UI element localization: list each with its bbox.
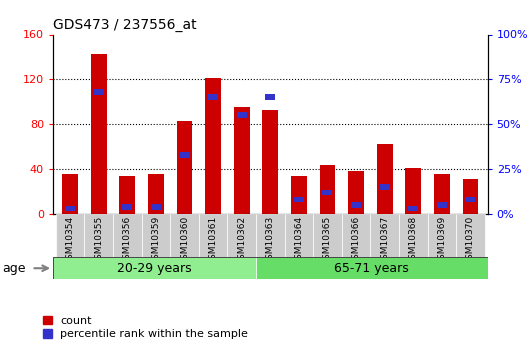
Text: GSM10368: GSM10368: [409, 216, 418, 265]
Bar: [313, 214, 342, 257]
Bar: [180, 152, 190, 158]
Text: GSM10355: GSM10355: [94, 216, 103, 265]
Bar: [405, 168, 421, 214]
Bar: [428, 214, 456, 257]
Bar: [234, 107, 250, 214]
Bar: [256, 257, 488, 279]
Text: GSM10363: GSM10363: [266, 216, 275, 265]
Bar: [434, 174, 450, 214]
Text: GSM10370: GSM10370: [466, 216, 475, 265]
Text: GSM10356: GSM10356: [123, 216, 132, 265]
Bar: [370, 214, 399, 257]
Text: GSM10359: GSM10359: [152, 216, 161, 265]
Bar: [465, 197, 475, 203]
Bar: [237, 112, 246, 118]
Bar: [399, 214, 428, 257]
Text: GSM10361: GSM10361: [209, 216, 218, 265]
Bar: [53, 257, 256, 279]
Bar: [437, 202, 447, 208]
Bar: [322, 189, 332, 195]
Text: GSM10369: GSM10369: [437, 216, 446, 265]
Bar: [148, 174, 164, 214]
Bar: [119, 176, 135, 214]
Text: 20-29 years: 20-29 years: [117, 262, 192, 275]
Bar: [113, 214, 142, 257]
Bar: [170, 214, 199, 257]
Text: GSM10354: GSM10354: [66, 216, 75, 265]
Bar: [266, 95, 275, 100]
Bar: [342, 214, 370, 257]
Bar: [456, 214, 485, 257]
Text: GSM10366: GSM10366: [351, 216, 360, 265]
Bar: [63, 174, 78, 214]
Bar: [65, 206, 75, 211]
Bar: [176, 121, 192, 214]
Bar: [294, 197, 304, 203]
Bar: [142, 214, 170, 257]
Bar: [205, 78, 221, 214]
Bar: [199, 214, 227, 257]
Bar: [351, 202, 361, 208]
Bar: [94, 89, 104, 95]
Bar: [285, 214, 313, 257]
Bar: [56, 214, 84, 257]
Bar: [208, 95, 218, 100]
Bar: [84, 214, 113, 257]
Bar: [320, 165, 335, 214]
Text: GDS473 / 237556_at: GDS473 / 237556_at: [53, 18, 197, 32]
Bar: [291, 176, 307, 214]
Text: GSM10362: GSM10362: [237, 216, 246, 265]
Bar: [463, 179, 478, 214]
Bar: [379, 184, 390, 190]
Bar: [348, 171, 364, 214]
Text: GSM10367: GSM10367: [380, 216, 389, 265]
Bar: [262, 110, 278, 214]
Text: GSM10360: GSM10360: [180, 216, 189, 265]
Text: 65-71 years: 65-71 years: [334, 262, 409, 275]
Text: GSM10364: GSM10364: [294, 216, 303, 265]
Text: GSM10365: GSM10365: [323, 216, 332, 265]
Bar: [122, 204, 132, 209]
Bar: [227, 214, 256, 257]
Bar: [91, 53, 107, 214]
Text: age: age: [3, 262, 26, 275]
Legend: count, percentile rank within the sample: count, percentile rank within the sample: [42, 316, 249, 339]
Bar: [408, 206, 418, 211]
Bar: [377, 144, 393, 214]
Bar: [151, 204, 161, 209]
Bar: [256, 214, 285, 257]
